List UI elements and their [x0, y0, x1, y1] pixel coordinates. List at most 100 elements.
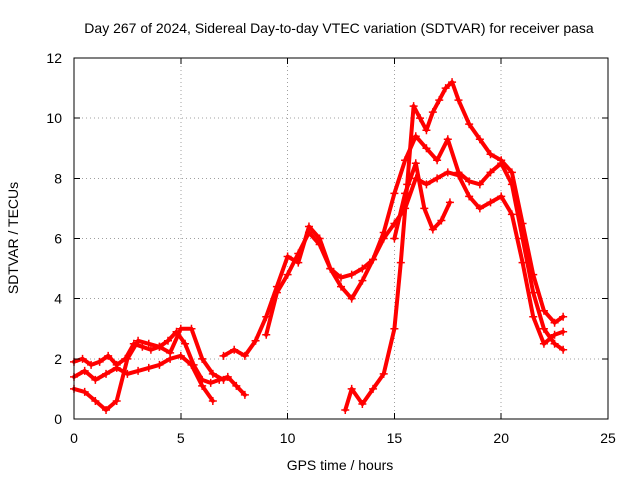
- data-point-marker: [206, 378, 215, 387]
- data-point-marker: [155, 342, 164, 351]
- data-point-marker: [550, 318, 559, 327]
- y-tick-label: 8: [54, 170, 62, 186]
- data-point-marker: [550, 339, 559, 348]
- y-tick-label: 6: [54, 231, 62, 247]
- data-point-marker: [146, 345, 155, 354]
- data-point-marker: [262, 330, 271, 339]
- data-point-marker: [435, 96, 444, 105]
- data-point-marker: [379, 369, 388, 378]
- data-point-marker: [87, 360, 96, 369]
- y-tick-label: 2: [54, 351, 62, 367]
- data-point-marker: [465, 192, 474, 201]
- data-point-marker: [445, 198, 454, 207]
- data-point-marker: [187, 324, 196, 333]
- data-point-marker: [416, 114, 425, 123]
- data-point-marker: [428, 108, 437, 117]
- data-point-marker: [347, 384, 356, 393]
- data-point-marker: [518, 219, 527, 228]
- data-point-marker: [326, 264, 335, 273]
- data-point-marker: [176, 351, 185, 360]
- y-tick-label: 0: [54, 411, 62, 427]
- series-track-7: [390, 159, 454, 243]
- x-tick-label: 25: [600, 430, 616, 446]
- data-point-marker: [358, 399, 367, 408]
- data-point-marker: [358, 264, 367, 273]
- data-point-marker: [454, 96, 463, 105]
- data-point-marker: [433, 174, 442, 183]
- data-point-marker: [163, 336, 172, 345]
- data-point-marker: [539, 306, 548, 315]
- data-point-marker: [347, 270, 356, 279]
- data-point-marker: [104, 351, 113, 360]
- data-point-marker: [529, 270, 538, 279]
- data-point-marker: [559, 345, 568, 354]
- data-point-marker: [91, 375, 100, 384]
- data-point-marker: [390, 189, 399, 198]
- data-point-marker: [539, 339, 548, 348]
- data-point-marker: [223, 372, 232, 381]
- data-point-marker: [102, 369, 111, 378]
- y-tick-label: 10: [46, 110, 62, 126]
- data-point-marker: [441, 84, 450, 93]
- data-point-marker: [437, 216, 446, 225]
- y-tick-label: 12: [46, 50, 62, 66]
- data-point-marker: [232, 381, 241, 390]
- data-point-marker: [166, 348, 175, 357]
- data-point-marker: [454, 171, 463, 180]
- data-point-marker: [240, 351, 249, 360]
- data-point-marker: [559, 327, 568, 336]
- data-point-marker: [219, 375, 228, 384]
- axis-layer: 0 5 10 15 20 25 0 2 4 6 8 10 12: [46, 50, 616, 446]
- data-point-marker: [486, 150, 495, 159]
- x-axis-label: GPS time / hours: [287, 457, 394, 473]
- data-point-marker: [95, 357, 104, 366]
- data-point-marker: [230, 345, 239, 354]
- data-point-marker: [443, 135, 452, 144]
- data-point-marker: [422, 126, 431, 135]
- data-point-marker: [401, 189, 410, 198]
- data-point-marker: [529, 312, 538, 321]
- data-point-marker: [208, 369, 217, 378]
- data-point-marker: [475, 135, 484, 144]
- data-point-marker: [518, 258, 527, 267]
- data-point-marker: [144, 363, 153, 372]
- x-tick-label: 0: [70, 430, 78, 446]
- data-point-marker: [529, 288, 538, 297]
- data-point-marker: [448, 78, 457, 87]
- data-point-marker: [341, 405, 350, 414]
- data-point-marker: [539, 324, 548, 333]
- data-point-marker: [422, 144, 431, 153]
- series-track-6: [341, 78, 568, 414]
- data-point-marker: [390, 324, 399, 333]
- y-tick-label: 4: [54, 291, 62, 307]
- grid-layer: [74, 58, 608, 419]
- data-point-marker: [379, 234, 388, 243]
- data-point-marker: [358, 276, 367, 285]
- series-layer: [70, 78, 568, 414]
- data-point-marker: [465, 120, 474, 129]
- data-point-marker: [486, 198, 495, 207]
- series-track-3: [70, 324, 228, 414]
- data-point-marker: [411, 159, 420, 168]
- data-point-marker: [294, 249, 303, 258]
- data-point-marker: [80, 387, 89, 396]
- data-point-marker: [507, 168, 516, 177]
- data-point-marker: [123, 354, 132, 363]
- data-point-marker: [138, 342, 147, 351]
- data-point-marker: [198, 381, 207, 390]
- data-point-marker: [420, 204, 429, 213]
- data-point-marker: [559, 312, 568, 321]
- data-point-marker: [337, 282, 345, 291]
- data-point-marker: [347, 294, 356, 303]
- data-point-marker: [91, 396, 100, 405]
- data-point-marker: [507, 210, 516, 219]
- data-point-marker: [337, 273, 345, 282]
- data-point-marker: [80, 366, 89, 375]
- data-point-marker: [112, 363, 121, 372]
- data-point-marker: [272, 288, 281, 297]
- data-point-marker: [208, 396, 217, 405]
- data-point-marker: [369, 384, 378, 393]
- data-point-marker: [497, 192, 506, 201]
- data-point-marker: [475, 180, 484, 189]
- x-tick-label: 20: [493, 430, 509, 446]
